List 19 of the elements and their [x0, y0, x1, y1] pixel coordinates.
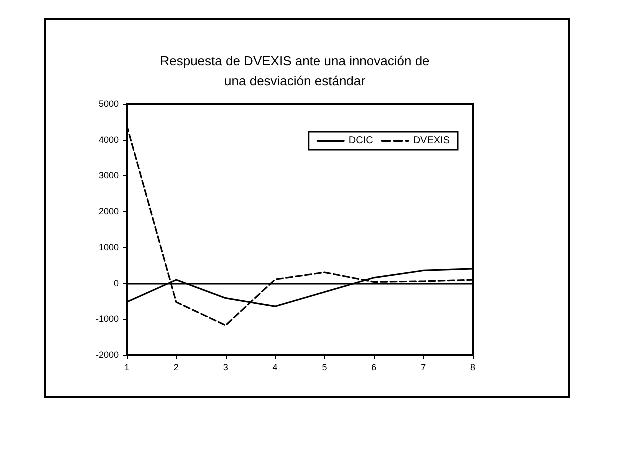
y-tick-label: -1000: [96, 314, 119, 324]
x-tick-label: 1: [124, 362, 130, 372]
y-tick-label: 2000: [98, 206, 119, 217]
y-tick-label: -2000: [96, 350, 119, 360]
x-tick-label: 4: [272, 362, 278, 372]
legend-label: DCIC: [348, 136, 374, 146]
x-tick-label: 6: [372, 362, 377, 372]
chart-title: Respuesta de DVEXIS ante una innovación de una desviación estándar: [160, 54, 430, 88]
x-tick-label: 8: [470, 362, 476, 372]
legend-label: DVEXIS: [413, 136, 450, 146]
y-tick-label: 4000: [98, 134, 119, 145]
x-tick-label: 7: [421, 362, 426, 372]
y-tick-label: 1000: [98, 242, 119, 252]
x-tick-label: 2: [174, 362, 179, 372]
y-tick-label: 5000: [98, 99, 119, 109]
x-tick-label: 5: [322, 362, 328, 372]
y-tick-label: 3000: [98, 170, 119, 181]
y-tick-label: 0: [114, 278, 119, 288]
x-tick-label: 3: [223, 362, 228, 372]
